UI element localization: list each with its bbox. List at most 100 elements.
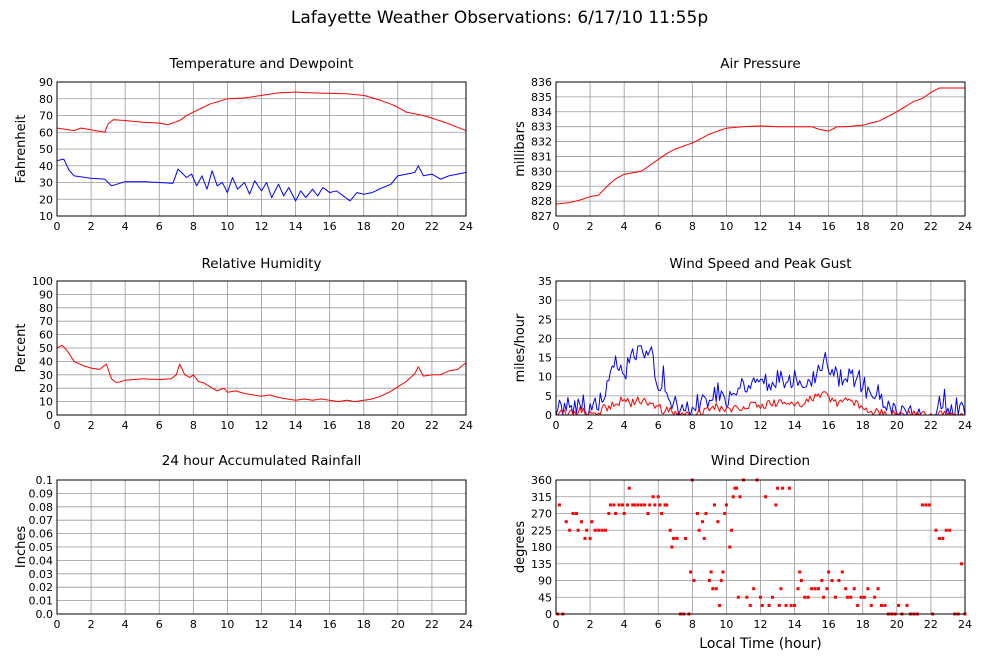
y-axis-label-temperature: Fahrenheit xyxy=(14,115,29,184)
x-tick-label: 16 xyxy=(323,618,337,631)
y-tick-label: 0.01 xyxy=(29,595,54,608)
x-tick-label: 4 xyxy=(122,419,129,432)
data-point xyxy=(718,603,722,607)
y-tick-label: 70 xyxy=(39,315,53,328)
y-tick-label: 0.1 xyxy=(36,474,54,487)
panel-title-wind-speed: Wind Speed and Peak Gust xyxy=(669,256,852,272)
x-tick-label: 20 xyxy=(391,220,405,233)
x-tick-label: 0 xyxy=(553,220,560,233)
data-point xyxy=(799,579,803,582)
y-tick-label: 80 xyxy=(39,93,53,106)
x-tick-label: 16 xyxy=(822,618,836,631)
data-point xyxy=(774,503,778,507)
x-tick-label: 10 xyxy=(719,220,733,233)
x-tick-label: 6 xyxy=(156,618,163,631)
data-point xyxy=(784,603,788,607)
data-point xyxy=(656,495,660,499)
x-tick-label: 0 xyxy=(553,419,560,432)
y-axis-label-rainfall: Inches xyxy=(14,526,29,568)
data-point xyxy=(748,603,752,607)
data-point xyxy=(701,520,705,524)
y-tick-label: 40 xyxy=(39,355,53,368)
data-point xyxy=(568,528,572,532)
data-point xyxy=(779,587,783,591)
data-point xyxy=(833,595,837,599)
data-point xyxy=(622,512,626,515)
data-point xyxy=(862,595,866,599)
data-point xyxy=(580,520,584,524)
x-tick-label: 16 xyxy=(822,419,836,432)
data-point xyxy=(590,520,594,524)
data-point xyxy=(816,587,820,591)
data-point xyxy=(643,503,647,507)
y-tick-label: 20 xyxy=(39,382,53,395)
data-point xyxy=(944,528,948,532)
data-point xyxy=(614,512,618,515)
y-tick-label: 5 xyxy=(545,390,552,403)
y-tick-label: 830 xyxy=(531,165,552,178)
y-tick-label: 270 xyxy=(531,508,552,521)
x-tick-label: 16 xyxy=(822,220,836,233)
x-tick-label: 2 xyxy=(88,220,95,233)
data-point xyxy=(684,536,688,540)
y-tick-label: 0 xyxy=(545,409,552,422)
data-point xyxy=(736,595,740,599)
data-point xyxy=(776,486,780,490)
data-point xyxy=(607,512,611,515)
data-point xyxy=(820,579,824,582)
y-tick-label: 80 xyxy=(39,302,53,315)
data-point xyxy=(844,587,848,591)
y-tick-label: 836 xyxy=(531,76,552,89)
data-point xyxy=(764,495,768,499)
y-axis-label-pressure: millibars xyxy=(513,121,528,177)
x-tick-label: 8 xyxy=(190,618,197,631)
figure-title: Lafayette Weather Observations: 6/17/10 … xyxy=(290,8,709,28)
x-tick-label: 0 xyxy=(54,419,61,432)
x-tick-label: 0 xyxy=(54,220,61,233)
y-tick-label: 30 xyxy=(39,177,53,190)
data-point xyxy=(704,512,708,515)
series-line-1 xyxy=(555,87,965,205)
x-tick-label: 18 xyxy=(856,618,870,631)
x-tick-label: 22 xyxy=(924,419,938,432)
y-tick-label: 90 xyxy=(39,76,53,89)
panel-title-temperature: Temperature and Dewpoint xyxy=(169,56,354,72)
plot-frame-wind-direction xyxy=(555,479,966,615)
data-point xyxy=(636,503,640,507)
data-point xyxy=(845,595,849,599)
x-tick-label: 24 xyxy=(459,419,473,432)
x-tick-label: 6 xyxy=(655,618,662,631)
y-tick-label: 10 xyxy=(538,371,552,384)
y-tick-label: 30 xyxy=(538,294,552,307)
data-point xyxy=(856,603,860,607)
x-tick-label: 6 xyxy=(156,419,163,432)
y-tick-label: 30 xyxy=(39,369,53,382)
data-point xyxy=(631,503,635,507)
data-point xyxy=(639,503,643,507)
data-point xyxy=(612,503,616,507)
x-tick-label: 12 xyxy=(255,618,269,631)
data-point xyxy=(948,528,952,532)
x-tick-label: 4 xyxy=(621,419,628,432)
data-point xyxy=(806,595,810,599)
x-tick-label: 14 xyxy=(788,419,802,432)
series-line-2 xyxy=(56,158,467,202)
x-tick-label: 20 xyxy=(391,419,405,432)
y-tick-label: 100 xyxy=(32,275,53,288)
data-point xyxy=(627,486,631,490)
data-point xyxy=(733,486,737,490)
data-point xyxy=(873,595,877,599)
y-axis-label-humidity: Percent xyxy=(14,324,29,373)
x-tick-label: 14 xyxy=(289,220,303,233)
x-tick-label: 10 xyxy=(220,220,234,233)
data-point xyxy=(697,528,701,532)
data-point xyxy=(653,503,657,507)
x-tick-label: 18 xyxy=(856,419,870,432)
x-tick-label: 14 xyxy=(788,618,802,631)
x-tick-label: 24 xyxy=(459,220,473,233)
data-point xyxy=(777,603,781,607)
plot-frame-wind-speed xyxy=(555,280,966,416)
data-point xyxy=(869,603,873,607)
data-point xyxy=(646,512,650,515)
data-point xyxy=(557,503,561,507)
